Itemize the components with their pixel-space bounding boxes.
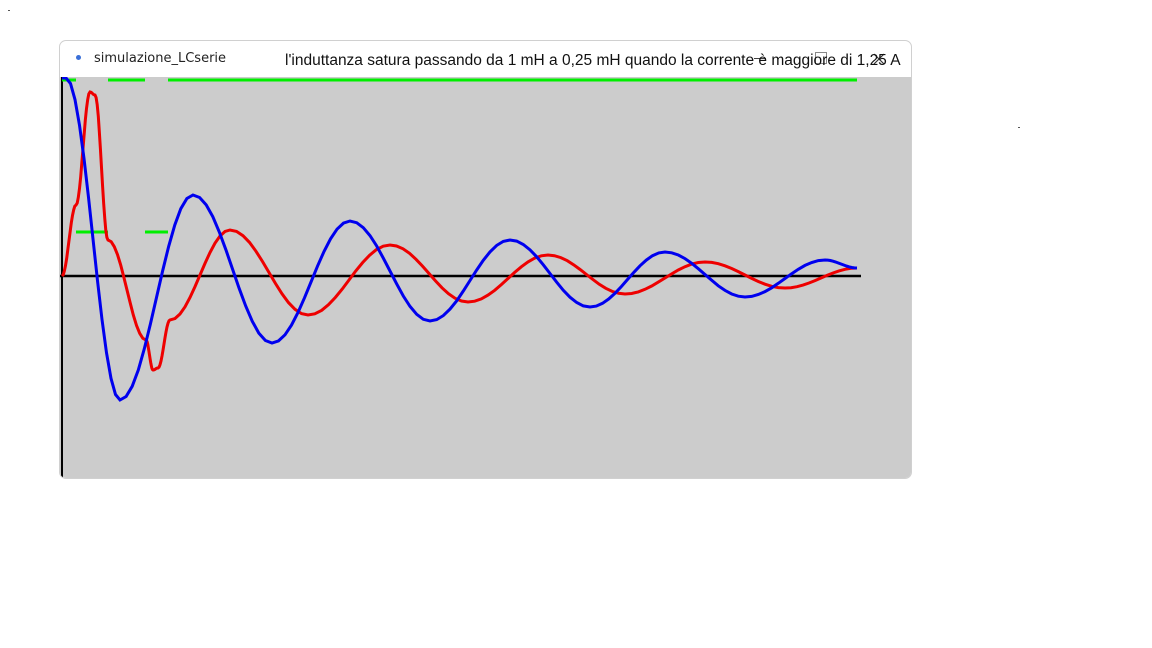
minimize-button[interactable] [754, 58, 766, 59]
maximize-button[interactable] [815, 52, 827, 64]
simulation-window: simulazione_LCserie [59, 40, 912, 479]
stray-dot [1018, 127, 1020, 128]
close-icon [873, 53, 885, 65]
current-curve [62, 76, 858, 402]
window-title: simulazione_LCserie [94, 51, 227, 66]
annotation-text: l'induttanza satura passando da 1 mH a 0… [285, 52, 901, 69]
close-button[interactable] [873, 50, 885, 65]
app-icon [76, 55, 81, 60]
plot-area [60, 76, 911, 478]
waveform-plot [60, 76, 861, 478]
title-bar[interactable]: simulazione_LCserie [60, 41, 911, 77]
voltage-curve [60, 90, 858, 372]
stray-dot [8, 10, 10, 11]
